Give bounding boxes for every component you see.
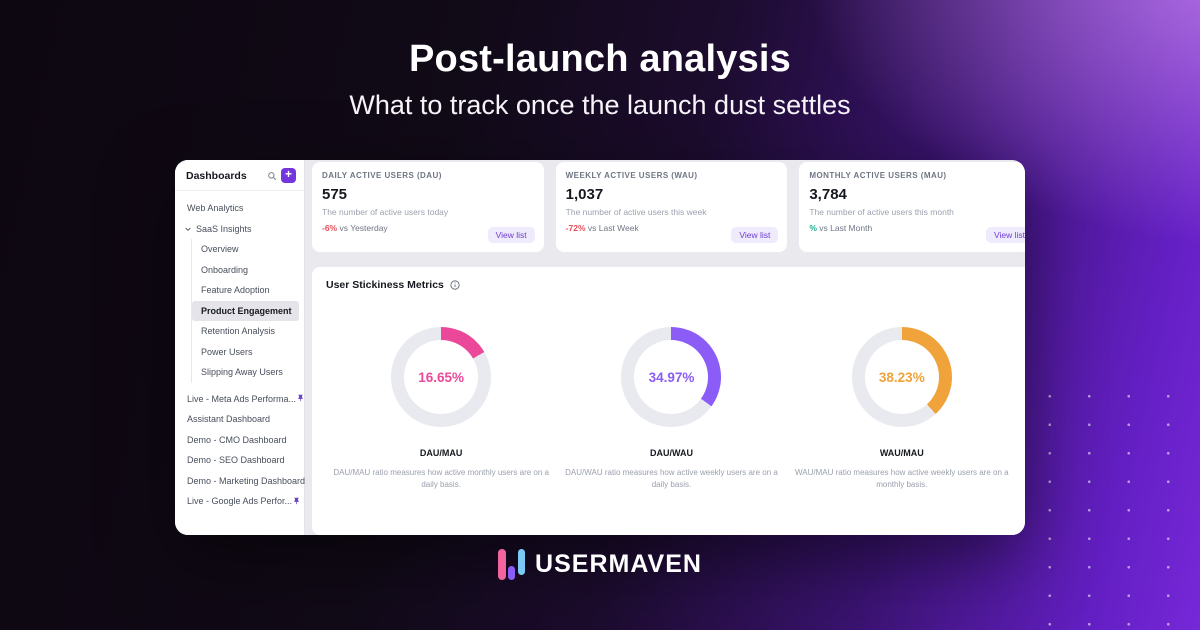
donut-row: 16.65% DAU/MAU DAU/MAU ratio measures ho… — [326, 327, 1017, 492]
donut-chart-dau-wau: 34.97% — [621, 327, 722, 427]
sidebar-nav: Web Analytics SaaS Insights Overview Onb… — [175, 191, 306, 512]
donut-hole — [864, 340, 939, 414]
metric-card-mau: MONTHLY ACTIVE USERS (MAU) 3,784 The num… — [799, 162, 1025, 252]
usermaven-logo-text: USERMAVEN — [535, 550, 702, 578]
donut-value-label: 38.23% — [878, 369, 925, 385]
metric-card-wau: WEEKLY ACTIVE USERS (WAU) 1,037 The numb… — [555, 162, 788, 252]
sidebar-item-slipping-away-users[interactable]: Slipping Away Users — [201, 367, 283, 378]
donut-name: DAU/MAU — [419, 448, 463, 458]
metric-delta: % — [809, 223, 817, 233]
metric-delta: -72% — [565, 223, 586, 233]
metric-label: DAILY ACTIVE USERS (DAU) — [322, 171, 442, 180]
pin-icon[interactable] — [296, 394, 305, 403]
logo-bar-blue — [517, 549, 526, 575]
sidebar-item-product-engagement[interactable]: Product Engagement — [192, 300, 299, 321]
sidebar-item-power-users[interactable]: Power Users — [201, 346, 253, 357]
metric-value: 575 — [322, 186, 348, 203]
metric-delta: -6% — [322, 223, 338, 233]
pin-icon[interactable] — [292, 497, 301, 506]
sidebar-item-overview[interactable]: Overview — [201, 244, 239, 255]
usermaven-logo-icon — [498, 549, 526, 580]
sidebar-item-demo-cmo-dashboard[interactable]: Demo - CMO Dashboard — [187, 434, 287, 445]
donut-name: WAU/MAU — [879, 448, 924, 458]
dashboard-main: DAILY ACTIVE USERS (DAU) 575 The number … — [305, 160, 1025, 535]
donut-value-label: 16.65% — [418, 369, 465, 385]
sidebar-item-live-meta-ads[interactable]: Live - Meta Ads Performa... — [175, 389, 304, 410]
metric-compare-row: % vs Last Month — [809, 223, 1021, 233]
metric-description: The number of active users this week — [565, 207, 707, 217]
sidebar-header: Dashboards + — [175, 160, 304, 191]
donut-hole — [404, 340, 479, 414]
hero: Post-launch analysis What to track once … — [0, 38, 1200, 121]
metric-label: MONTHLY ACTIVE USERS (MAU) — [809, 171, 947, 180]
sidebar-item-assistant-dashboard[interactable]: Assistant Dashboard — [187, 414, 271, 425]
metric-description: The number of active users today — [322, 207, 449, 217]
metric-card-dau: DAILY ACTIVE USERS (DAU) 575 The number … — [312, 162, 544, 252]
sidebar-item-live-google-ads[interactable]: Live - Google Ads Perfor... — [175, 491, 304, 512]
donut-value-label: 34.97% — [648, 369, 695, 385]
sidebar-bottom-group: Live - Meta Ads Performa... Assistant Da… — [175, 389, 306, 512]
metric-description: The number of active users this month — [809, 207, 954, 217]
donut-section-dau-wau: 34.97% DAU/WAU DAU/WAU ratio measures ho… — [556, 327, 786, 492]
logo-bar-pink — [498, 549, 506, 580]
logo-bar-purple — [507, 566, 516, 580]
add-dashboard-button[interactable]: + — [281, 168, 296, 183]
sidebar-item-demo-seo-dashboard[interactable]: Demo - SEO Dashboard — [187, 455, 285, 466]
sidebar-item-onboarding[interactable]: Onboarding — [201, 264, 249, 275]
metric-cards-row: DAILY ACTIVE USERS (DAU) 575 The number … — [312, 162, 1025, 252]
donut-description: DAU/MAU ratio measures how active monthl… — [333, 468, 549, 490]
donut-section-wau-mau: 38.23% WAU/MAU WAU/MAU ratio measures ho… — [787, 327, 1017, 492]
donut-description: WAU/MAU ratio measures how active weekly… — [795, 468, 1009, 490]
sidebar-item-label: Live - Google Ads Perfor... — [187, 496, 293, 507]
page-subtitle: What to track once the launch dust settl… — [349, 90, 851, 120]
stickiness-title: User Stickiness Metrics — [326, 279, 444, 291]
sidebar-item-saas-insights[interactable]: SaaS Insights — [175, 219, 304, 240]
sidebar-item-feature-adoption[interactable]: Feature Adoption — [201, 285, 270, 296]
metric-value: 3,784 — [809, 186, 847, 203]
donut-name: DAU/WAU — [649, 448, 693, 458]
chevron-down-icon — [185, 227, 191, 231]
stickiness-header: User Stickiness Metrics — [326, 279, 1017, 291]
sidebar-item-web-analytics[interactable]: Web Analytics — [187, 203, 244, 214]
sidebar-item-retention-analysis[interactable]: Retention Analysis — [201, 326, 276, 337]
metric-compare-label: vs Last Week — [585, 223, 639, 233]
metric-compare-row: -6% vs Yesterday — [322, 223, 534, 233]
metric-compare-label: vs Yesterday — [337, 223, 388, 233]
sidebar: Dashboards + Web Analytics SaaS Insights… — [175, 160, 305, 535]
sidebar-title: Dashboards — [186, 169, 247, 182]
metric-compare-row: -72% vs Last Week — [566, 223, 778, 233]
donut-chart-wau-mau: 38.23% — [851, 327, 952, 427]
donut-chart-dau-mau: 16.65% — [391, 327, 492, 427]
donut-section-dau-mau: 16.65% DAU/MAU DAU/MAU ratio measures ho… — [326, 327, 556, 492]
donut-description: DAU/WAU ratio measures how active weekly… — [565, 468, 778, 490]
metric-compare-label: vs Last Month — [816, 223, 873, 233]
metric-value: 1,037 — [565, 186, 604, 203]
saas-insights-children: Overview Onboarding Feature Adoption Pro… — [191, 239, 304, 383]
dot-grid-decoration — [1022, 372, 1200, 630]
usermaven-logo: USERMAVEN — [0, 549, 1200, 580]
stickiness-panel: User Stickiness Metrics 16.65% DAU/MAU D… — [312, 267, 1025, 535]
sidebar-item-label: SaaS Insights — [196, 223, 252, 234]
metric-label: WEEKLY ACTIVE USERS (WAU) — [565, 171, 698, 180]
sidebar-item-demo-marketing-dashboard[interactable]: Demo - Marketing Dashboard — [187, 475, 306, 486]
donut-hole — [634, 340, 709, 414]
sidebar-item-label: Live - Meta Ads Performa... — [187, 393, 297, 404]
dashboard-screenshot: Dashboards + Web Analytics SaaS Insights… — [175, 160, 1025, 535]
view-list-button[interactable]: View list — [487, 227, 535, 243]
view-list-button[interactable]: View list — [731, 227, 779, 243]
view-list-button[interactable]: View list — [985, 227, 1025, 243]
page-title: Post-launch analysis — [408, 38, 791, 80]
info-icon[interactable] — [450, 280, 460, 290]
search-icon[interactable] — [267, 171, 277, 181]
